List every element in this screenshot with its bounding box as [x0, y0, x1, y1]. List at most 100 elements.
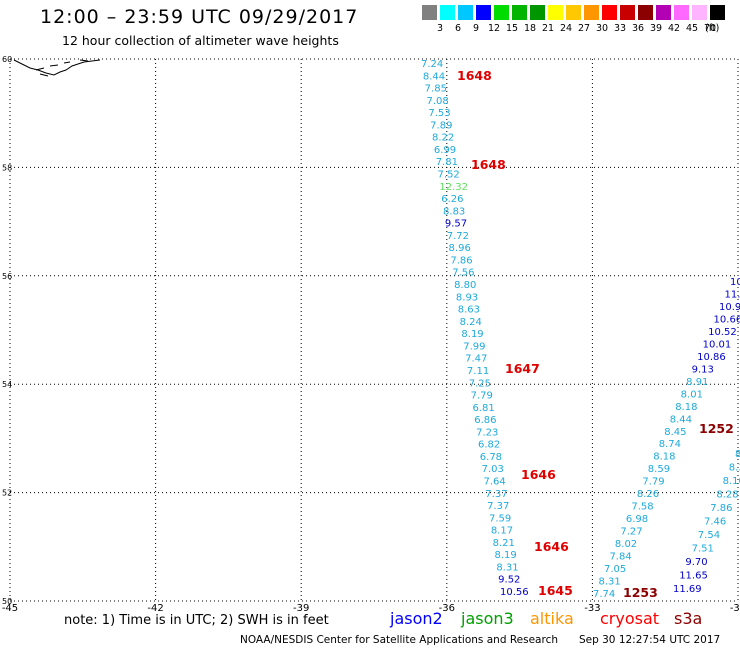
wave-height-value: 9.13: [692, 364, 714, 375]
wave-height-value: 8.18: [675, 402, 697, 413]
legend-swatch: [674, 5, 689, 20]
legend-label: 6: [454, 23, 462, 34]
legend-swatch: [422, 5, 437, 20]
wave-height-value: 8.24: [460, 317, 482, 328]
wave-height-value: 7.53: [428, 108, 450, 119]
satellite-s3a: s3a: [674, 609, 703, 628]
legend-swatch: [692, 5, 707, 20]
legend-label: 45: [685, 23, 699, 34]
latitude-label: 58: [2, 163, 12, 172]
coastline-outline: [13, 59, 101, 76]
wave-height-value: 8.22: [432, 133, 454, 144]
wave-height-value: 10.66: [714, 314, 740, 325]
wave-height-value: 10.52: [708, 327, 737, 338]
legend-swatch: [512, 5, 527, 20]
wave-height-value: 12.32: [439, 182, 468, 193]
wave-height-value: 8.28: [716, 490, 738, 501]
legend-label: 24: [559, 23, 573, 34]
wave-height-value: 6.26: [441, 194, 463, 205]
legend-label: 15: [505, 23, 519, 34]
wave-height-value: 8.19: [461, 329, 483, 340]
legend-label: 18: [523, 23, 537, 34]
altimeter-tracks: 7.248.447.857.087.537.898.226.997.817.52…: [421, 59, 740, 600]
latitude-label: 54: [2, 380, 12, 389]
legend-swatch: [638, 5, 653, 20]
wave-height-value: 8.21: [493, 538, 515, 549]
wave-height-value: 8.83: [443, 206, 465, 217]
wave-height-value: 8.63: [458, 305, 480, 316]
legend-label: 12: [487, 23, 501, 34]
wave-height-value: 7.08: [427, 96, 449, 107]
wave-height-value: 6.86: [474, 415, 496, 426]
longitude-label: -45: [2, 603, 18, 614]
wave-height-value: 6.81: [472, 403, 494, 414]
wave-height-value: 7.58: [631, 502, 653, 513]
wave-height-value: 8: [735, 449, 740, 460]
wave-height-value: 6.98: [626, 514, 648, 525]
page-subtitle: 12 hour collection of altimeter wave hei…: [62, 33, 339, 48]
wave-height-value: 11.69: [673, 584, 702, 595]
wave-height-value: 8.96: [449, 243, 471, 254]
satellite-altika: altika: [530, 609, 574, 628]
legend-swatch: [494, 5, 509, 20]
wave-height-value: 7.51: [692, 544, 714, 555]
legend-swatch: [620, 5, 635, 20]
legend-label: 21: [541, 23, 555, 34]
legend-label: 9: [472, 23, 480, 34]
wave-height-value: 8.01: [681, 389, 703, 400]
legend-swatch: [530, 5, 545, 20]
pass-time-label: 1252: [699, 421, 734, 436]
longitude-label: -36: [439, 603, 455, 614]
pass-time-label: 1648: [457, 68, 492, 83]
wave-height-value: 7.27: [620, 527, 642, 538]
wave-height-value: 7.64: [483, 476, 505, 487]
wave-height-value: 7.05: [604, 564, 626, 575]
wave-height-value: 7.03: [482, 464, 504, 475]
wave-height-value: 10.01: [703, 339, 732, 350]
wave-height-value: 7.72: [447, 231, 469, 242]
legend-label: 33: [613, 23, 627, 34]
wave-height-value: 7.25: [469, 378, 491, 389]
wave-height-value: 7.56: [452, 268, 474, 279]
wave-height-value: 8.44: [423, 71, 445, 82]
wave-height-value: 10.56: [500, 587, 529, 598]
pass-time-label: 1646: [521, 467, 556, 482]
wave-height-value: 7.59: [489, 513, 511, 524]
legend-label: 30: [595, 23, 609, 34]
legend-label: 39: [649, 23, 663, 34]
wave-height-value: 7.89: [430, 120, 452, 131]
wave-height-value: 7.37: [485, 489, 507, 500]
wave-height-value: 10: [730, 277, 740, 288]
wave-height-value: 7.47: [465, 354, 487, 365]
wave-height-value: 8.10: [723, 476, 740, 487]
credit-line: NOAA/NESDIS Center for Satellite Applica…: [240, 634, 558, 646]
wave-height-value: 8.44: [670, 414, 692, 425]
satellite-jason2: jason2: [390, 609, 443, 628]
legend-label: 27: [577, 23, 591, 34]
wave-height-value: 8.80: [454, 280, 476, 291]
wave-height-value: 8.31: [496, 562, 518, 573]
wave-height-value: 7.79: [642, 477, 664, 488]
latitude-label: 60: [2, 55, 12, 64]
wave-height-value: 8.19: [494, 550, 516, 561]
wave-height-value: 7.54: [698, 530, 720, 541]
wave-height-value: 8.02: [615, 539, 637, 550]
legend-label: 3: [436, 23, 444, 34]
legend-unit: (ft): [705, 23, 720, 34]
axis-labels: -45 -42 -39 -36 -33 -30 60 58 56 54 52 50: [2, 55, 740, 614]
longitude-label: -39: [293, 603, 309, 614]
time-labels: 1648 1648 1647 1646 1646 1645 1252 1253: [457, 68, 734, 600]
pass-time-label: 1647: [505, 361, 540, 376]
pass-time-label: 1648: [471, 157, 506, 172]
wave-height-value: 7.23: [476, 427, 498, 438]
wave-height-value: 11.: [725, 289, 740, 300]
legend-swatch: [476, 5, 491, 20]
longitude-label: -33: [584, 603, 600, 614]
wave-height-value: 10.9: [719, 302, 740, 313]
legend-swatch: [440, 5, 455, 20]
wave-height-value: 8.17: [491, 526, 513, 537]
wave-height-value: 8.3: [729, 463, 740, 474]
wave-height-value: 6.82: [478, 440, 500, 451]
pass-time-label: 1645: [538, 583, 573, 598]
wave-height-value: 8.93: [456, 292, 478, 303]
